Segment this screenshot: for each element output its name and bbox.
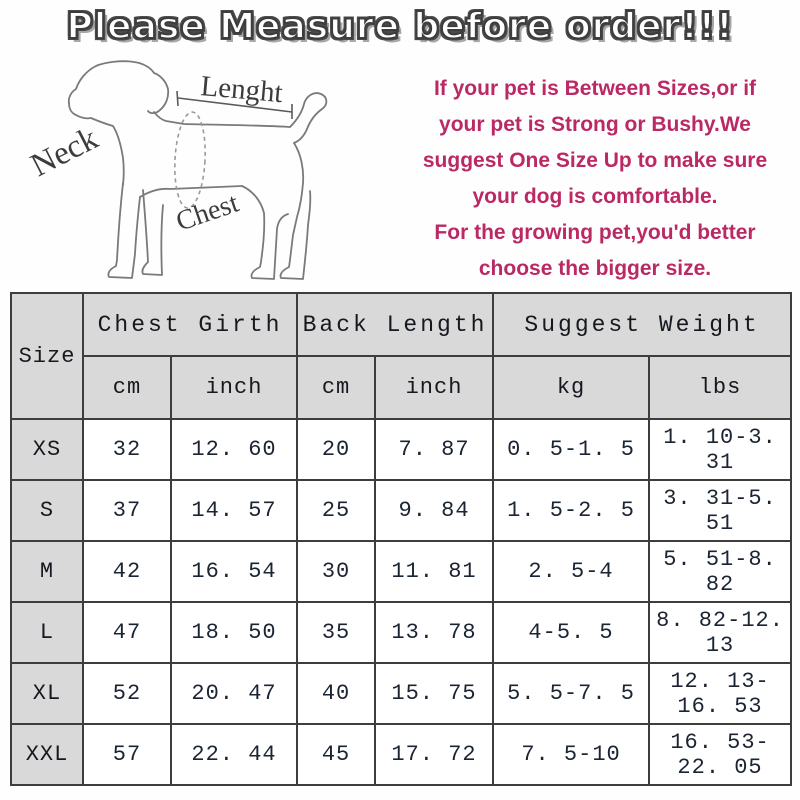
weight-kg-cell: 4-5. 5 [492,601,651,664]
weight-kg-cell: 1. 5-2. 5 [492,479,651,542]
advice-line: If your pet is Between Sizes,or if [433,77,757,100]
chest-inch-cell: 20. 47 [169,662,299,725]
advice-line: your pet is Strong or Bushy.We [439,113,751,136]
weight-kg-cell: 5. 5-7. 5 [492,662,651,725]
advice-line: suggest One Size Up to make sure [422,149,768,172]
sizing-advice: If your pet is Between Sizes,or if your … [392,71,798,287]
chest-cm-cell: 32 [82,418,172,481]
chest-inch-cell: 16. 54 [169,540,299,603]
weight-lbs-cell: 12. 13-16. 53 [648,662,793,725]
back-inch-cell: 15. 75 [374,662,495,725]
dog-snout-neck-outline [68,102,125,186]
length-label: Lenght [199,70,284,109]
suggest-weight-header: Suggest Weight [492,292,793,357]
unit-header-cm: cm [296,355,377,420]
weight-kg-cell: 2. 5-4 [492,540,651,603]
chest-inch-cell: 22. 44 [169,723,299,786]
chest-label: Chest [172,187,243,237]
size-cell: L [10,601,84,664]
chest-girth-header: Chest Girth [81,292,299,357]
dog-front-far-leg-outline [141,189,164,276]
back-inch-cell: 11. 81 [374,540,495,603]
size-cell: S [10,479,84,542]
unit-header-kg: kg [492,355,651,420]
back-inch-cell: 13. 78 [374,601,495,664]
weight-lbs-cell: 16. 53-22. 05 [648,723,793,786]
table-row-xl: XL 52 20. 47 40 15. 75 5. 5-7. 5 12. 13-… [10,662,793,725]
chest-inch-cell: 14. 57 [169,479,299,542]
dog-head-outline [67,60,170,115]
back-inch-cell: 9. 84 [374,479,495,542]
page-title: Please Measure before order!!! [65,5,734,48]
dog-rear-leg-outline [279,142,312,280]
chest-girth-ellipse [174,111,206,209]
weight-lbs-cell: 8. 82-12. 13 [648,601,793,664]
size-cell: M [10,540,84,603]
table-row-xs: XS 32 12. 60 20 7. 87 0. 5-1. 5 1. 10-3.… [10,418,793,481]
weight-lbs-cell: 5. 51-8. 82 [648,540,793,603]
neck-label: Neck [25,120,104,184]
dog-measurement-diagram: Neck Lenght Chest [25,60,328,280]
back-cm-cell: 35 [296,601,377,664]
weight-kg-cell: 0. 5-1. 5 [492,418,651,481]
dog-hind-leg-outline [241,185,289,280]
unit-header-lbs: lbs [648,355,793,420]
size-column-header: Size [10,292,84,420]
back-inch-cell: 17. 72 [374,723,495,786]
size-cell: XL [10,662,84,725]
back-cm-cell: 40 [296,662,377,725]
dog-front-leg-outline [107,182,141,279]
unit-header-inch: inch [169,355,299,420]
size-cell: XXL [10,723,84,786]
length-measure-line [176,90,293,119]
table-row-s: S 37 14. 57 25 9. 84 1. 5-2. 5 3. 31-5. … [10,479,793,542]
dog-tail-outline [289,92,328,144]
chest-inch-cell: 12. 60 [169,418,299,481]
back-length-header: Back Length [296,292,495,357]
back-cm-cell: 45 [296,723,377,786]
chest-cm-cell: 57 [82,723,172,786]
weight-kg-cell: 7. 5-10 [492,723,651,786]
table-row-l: L 47 18. 50 35 13. 78 4-5. 5 8. 82-12. 1… [10,601,793,664]
table-row-xxl: XXL 57 22. 44 45 17. 72 7. 5-10 16. 53-2… [10,723,793,786]
advice-line: choose the bigger size. [478,257,712,280]
chest-cm-cell: 42 [82,540,172,603]
weight-lbs-cell: 1. 10-3. 31 [648,418,793,481]
dog-back-outline [153,111,291,128]
size-cell: XS [10,418,84,481]
back-cm-cell: 30 [296,540,377,603]
chest-cm-cell: 52 [82,662,172,725]
chest-cm-cell: 37 [82,479,172,542]
back-inch-cell: 7. 87 [374,418,495,481]
back-cm-cell: 25 [296,479,377,542]
table-row-m: M 42 16. 54 30 11. 81 2. 5-4 5. 51-8. 82 [10,540,793,603]
unit-header-inch: inch [374,355,495,420]
unit-header-cm: cm [82,355,172,420]
chest-cm-cell: 47 [82,601,172,664]
back-cm-cell: 20 [296,418,377,481]
chest-inch-cell: 18. 50 [169,601,299,664]
advice-line: For the growing pet,you'd better [434,221,756,244]
size-table: Size Chest Girth Back Length Suggest Wei… [10,292,793,786]
weight-lbs-cell: 3. 31-5. 51 [648,479,793,542]
advice-line: your dog is comfortable. [472,185,718,208]
